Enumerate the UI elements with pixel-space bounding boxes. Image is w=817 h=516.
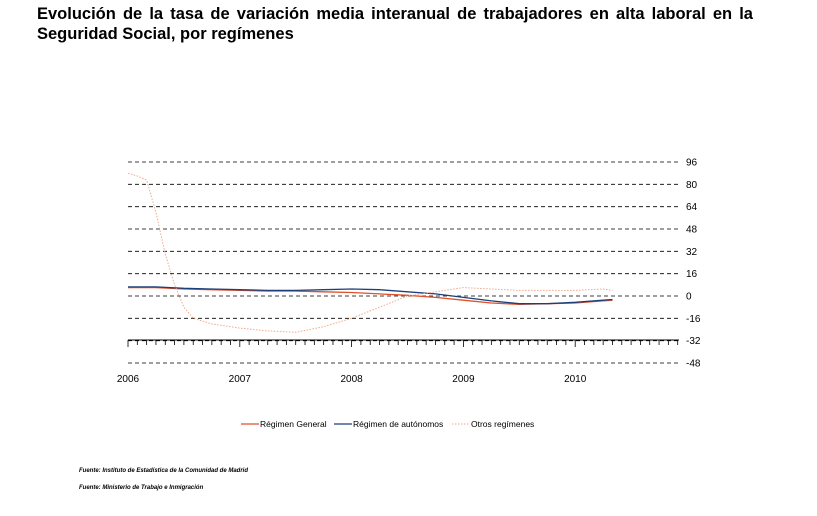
legend: Régimen General Régimen de autónomos Otros… <box>241 419 534 429</box>
x-tick-label: 2007 <box>229 374 252 385</box>
y-tick-label: 48 <box>686 225 698 236</box>
y-tick-label: 32 <box>686 247 698 258</box>
grid-lines <box>128 161 679 364</box>
x-tick-label: 2008 <box>340 374 363 385</box>
legend-label-3: Otros regímenes <box>471 419 534 429</box>
y-tick-label: 16 <box>686 269 698 280</box>
y-tick-labels: 96 80 64 48 32 16 0 -16 -32 -48 <box>686 158 701 370</box>
y-tick-label: 0 <box>686 292 692 303</box>
x-tick-labels: 2006 2007 2008 2009 2010 <box>117 374 587 385</box>
series-line-2 <box>128 286 613 305</box>
y-tick-label: -48 <box>686 359 701 370</box>
source-note-2: Fuente: Ministerio de Trabajo e Inmigrac… <box>79 485 204 491</box>
y-tick-label: -32 <box>686 336 701 347</box>
source-note-1: Fuente: Instituto de Estadística de la C… <box>79 468 249 474</box>
x-axis <box>127 339 679 347</box>
x-tick-label: 2006 <box>117 374 140 385</box>
series-line-3 <box>127 172 613 333</box>
legend-label-2: Régimen de autónomos <box>353 419 443 429</box>
y-tick-label: 64 <box>686 202 698 213</box>
legend-label-1: Régimen General <box>260 419 327 429</box>
x-tick-label: 2009 <box>452 374 475 385</box>
series-lines <box>127 172 613 333</box>
chart-title: Evolución de la tasa de variación media … <box>37 5 753 43</box>
y-tick-label: 80 <box>686 180 698 191</box>
x-tick-label: 2010 <box>564 374 587 385</box>
y-tick-label: 96 <box>686 158 698 169</box>
y-tick-label: -16 <box>686 314 701 325</box>
